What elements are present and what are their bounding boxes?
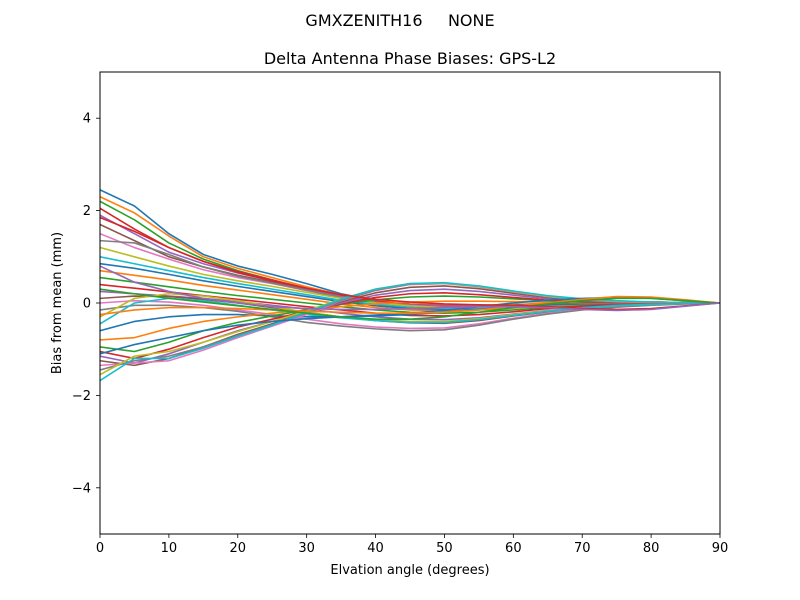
y-tick-label: 4 xyxy=(83,112,91,127)
series-line xyxy=(100,288,720,320)
y-tick-label: 0 xyxy=(83,297,91,312)
x-tick-label: 10 xyxy=(161,541,178,556)
y-tick-label: −2 xyxy=(72,389,91,404)
y-axis: −4 −2 0 2 4 xyxy=(72,112,100,496)
x-axis: 0 10 20 30 40 50 60 70 80 90 xyxy=(96,534,728,556)
x-tick-label: 0 xyxy=(96,541,104,556)
y-tick-label: 2 xyxy=(83,204,91,219)
x-tick-label: 80 xyxy=(643,541,660,556)
series-layer xyxy=(100,189,720,382)
x-tick-label: 30 xyxy=(298,541,315,556)
series-line xyxy=(100,265,720,312)
series-line xyxy=(100,295,720,316)
series-line xyxy=(100,281,720,382)
figure-suptitle: GMXZENITH16 NONE xyxy=(305,11,494,30)
chart-title: Delta Antenna Phase Biases: GPS-L2 xyxy=(264,49,556,68)
y-tick-label: −4 xyxy=(72,481,91,496)
series-line xyxy=(100,216,720,311)
x-tick-label: 60 xyxy=(505,541,522,556)
x-axis-label: Elvation angle (degrees) xyxy=(330,563,489,578)
x-tick-label: 20 xyxy=(230,541,247,556)
x-tick-label: 40 xyxy=(367,541,384,556)
x-tick-label: 50 xyxy=(436,541,453,556)
x-tick-label: 70 xyxy=(574,541,591,556)
y-axis-label: Bias from mean (mm) xyxy=(50,232,65,374)
series-line xyxy=(100,297,720,325)
x-tick-label: 90 xyxy=(712,541,729,556)
